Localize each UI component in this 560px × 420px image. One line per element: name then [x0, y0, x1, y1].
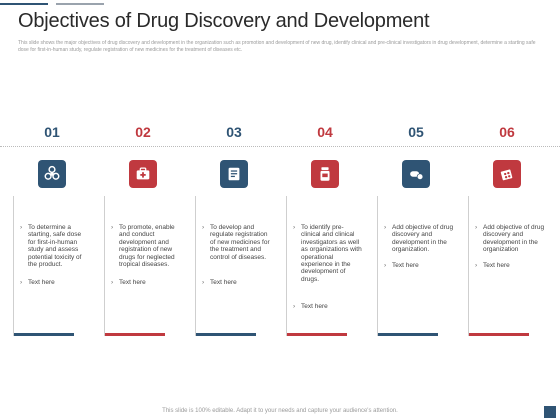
card-accent-bar [287, 333, 347, 336]
step-card-3: › To develop and regulate registration of… [195, 196, 273, 336]
step-number-6: 06 [499, 124, 515, 140]
bullet-item: › Add objective of drug discovery and dev… [475, 224, 545, 254]
step-number-3: 03 [226, 124, 242, 140]
step-number-5: 05 [408, 124, 424, 140]
card-accent-bar [378, 333, 438, 336]
page-subtitle: This slide shows the major objectives of… [18, 40, 536, 53]
footer-note: This slide is 100% editable. Adapt it to… [162, 408, 398, 414]
top-accent-line [0, 3, 48, 5]
timeline-dotted-line [0, 146, 560, 147]
step-number-4: 04 [317, 124, 333, 140]
top-accent-line-grey [56, 3, 104, 5]
bullet-item: › Text here [475, 262, 510, 269]
step-card-6: › Add objective of drug discovery and dev… [468, 196, 546, 336]
medicine-bottle-icon [311, 160, 339, 188]
card-accent-bar [196, 333, 256, 336]
bullet-item: › Text here [384, 262, 419, 269]
pills-package-icon [493, 160, 521, 188]
step-card-2: › To promote, enable and conduct developm… [104, 196, 182, 336]
bullet-item: › Add objective of drug discovery and dev… [384, 224, 454, 254]
step-card-5: › Add objective of drug discovery and dev… [377, 196, 455, 336]
biohazard-icon [38, 160, 66, 188]
step-card-1: › To determine a starting, safe dose for … [13, 196, 91, 336]
step-number-2: 02 [135, 124, 151, 140]
card-accent-bar [469, 333, 529, 336]
card-accent-bar [14, 333, 74, 336]
bullet-item: › To determine a starting, safe dose for … [20, 224, 82, 269]
page-title: Objectives of Drug Discovery and Develop… [18, 10, 430, 32]
step-number-1: 01 [44, 124, 60, 140]
pill-capsule-icon [402, 160, 430, 188]
bullet-item: › Text here [20, 279, 55, 286]
bullet-item: › Text here [111, 279, 146, 286]
step-card-4: › To identify pre-clinical and clinical i… [286, 196, 364, 336]
corner-accent [544, 406, 556, 418]
bullet-item: › To develop and regulate registration of… [202, 224, 270, 261]
card-accent-bar [105, 333, 165, 336]
bullet-item: › To promote, enable and conduct developm… [111, 224, 175, 269]
medical-kit-icon [129, 160, 157, 188]
bullet-item: › To identify pre-clinical and clinical i… [293, 224, 362, 283]
bullet-item: › Text here [293, 303, 328, 310]
bullet-item: › Text here [202, 279, 237, 286]
medical-report-icon [220, 160, 248, 188]
